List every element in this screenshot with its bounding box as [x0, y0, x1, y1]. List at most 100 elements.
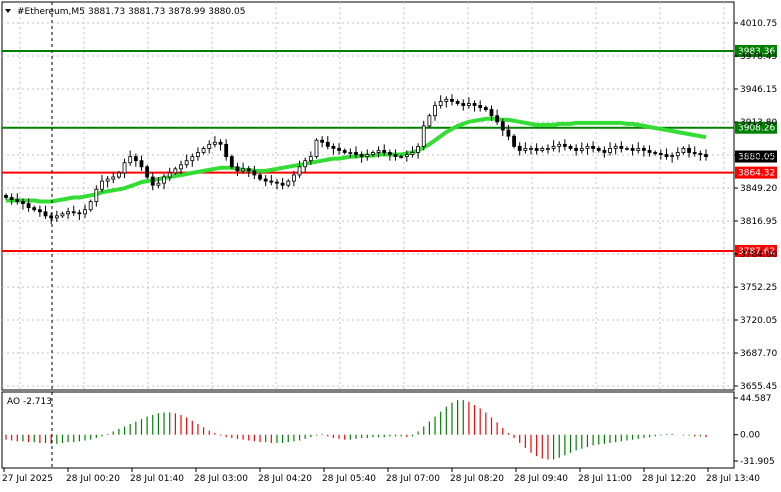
- candle-body: [438, 101, 443, 106]
- candle-body: [382, 150, 387, 153]
- candle-body: [393, 154, 398, 157]
- price-tick-label: 3720.05: [740, 316, 777, 326]
- candle-body: [444, 98, 449, 102]
- candle-body: [608, 148, 612, 153]
- time-tick-label: 28 Jul 13:40: [706, 474, 760, 484]
- candle-body: [207, 143, 212, 149]
- candle-body: [105, 178, 110, 182]
- ao-tick-label: -31.905: [740, 457, 775, 467]
- candle-body: [551, 145, 556, 149]
- candle-body: [354, 152, 358, 155]
- candle-body: [540, 148, 545, 151]
- candle-body: [150, 176, 155, 186]
- candle-body: [523, 148, 528, 151]
- ao-histogram: 44.587 0.00 -31.905: [5, 394, 775, 467]
- candle-body: [49, 215, 54, 219]
- candle-body: [692, 152, 697, 154]
- main-plot-frame: [1, 1, 735, 391]
- candle-body: [670, 155, 675, 157]
- level-price-label: 3983.36: [738, 47, 775, 57]
- candle-body: [433, 105, 437, 117]
- candle-body: [472, 103, 477, 106]
- candle-body: [348, 152, 353, 154]
- candle-body: [314, 139, 319, 157]
- candle-body: [359, 154, 364, 157]
- candle-body: [585, 145, 590, 149]
- candle-body: [500, 121, 505, 131]
- candle-body: [371, 152, 375, 155]
- candle-body: [574, 148, 579, 151]
- candle-body: [4, 195, 8, 198]
- candle-body: [410, 152, 415, 155]
- candle-body: [83, 209, 87, 215]
- candle-body: [653, 152, 658, 154]
- candle-body: [591, 145, 595, 149]
- candle-body: [658, 153, 663, 155]
- symbol-label: #Ethereum,M5: [17, 7, 85, 17]
- current-price-label: 3880.05: [738, 153, 775, 163]
- candle-body: [704, 154, 708, 157]
- candle-body: [698, 153, 703, 155]
- candle-body: [26, 203, 31, 209]
- candle-body: [15, 199, 20, 202]
- candle-body: [365, 154, 370, 157]
- candle-body: [483, 107, 488, 110]
- candle-body: [190, 156, 195, 162]
- ao-tick-label: 0.00: [740, 431, 760, 441]
- price-tick-label: 3881.50: [740, 151, 777, 161]
- candle-body: [167, 172, 172, 178]
- candle-body: [224, 143, 229, 157]
- candle-body: [241, 168, 245, 172]
- time-tick-label: 28 Jul 07:00: [386, 474, 440, 484]
- candle-body: [303, 160, 308, 168]
- level-price-tag: [735, 244, 777, 257]
- candle-body: [450, 98, 454, 102]
- candle-body: [179, 164, 183, 170]
- candle-body: [647, 150, 652, 153]
- candle-body: [275, 181, 279, 184]
- candle-body: [404, 154, 409, 157]
- candle-body: [258, 174, 262, 180]
- price-axis: 4010.75 3978.45 3946.15 3913.80 3881.50 3849.…: [734, 19, 777, 392]
- candle-body: [342, 150, 347, 153]
- candle-body: [9, 197, 14, 200]
- candle-body: [596, 148, 601, 151]
- candle-body: [331, 145, 336, 149]
- candle-body: [286, 180, 291, 186]
- candle-body: [66, 211, 70, 215]
- time-tick-label: 28 Jul 11:00: [578, 474, 632, 484]
- candle-body: [117, 172, 121, 178]
- candle-body: [196, 152, 200, 157]
- candle-body: [517, 145, 522, 151]
- candle-body: [94, 188, 99, 202]
- candle-body: [562, 143, 567, 147]
- candle-body: [421, 125, 426, 147]
- price-tick-label: 3913.80: [740, 118, 777, 128]
- candle-body: [625, 148, 629, 150]
- candle-body: [308, 156, 313, 162]
- price-tick-label: 3784.60: [740, 250, 777, 260]
- candle-body: [43, 211, 48, 217]
- candle-body: [489, 109, 494, 117]
- time-axis: 27 Jul 2025 28 Jul 00:20 28 Jul 01:40 28 Ju…: [2, 468, 760, 484]
- candle-body: [642, 148, 646, 151]
- candle-body: [557, 143, 562, 147]
- time-tick-label: 28 Jul 09:40: [514, 474, 568, 484]
- candle-body: [71, 211, 76, 214]
- candle-body: [280, 182, 285, 186]
- candle-body: [77, 212, 82, 215]
- ao-tick-label: 44.587: [740, 394, 772, 404]
- price-tick-label: 3752.25: [740, 283, 777, 293]
- candle-body: [455, 101, 460, 104]
- candle-body: [568, 145, 573, 149]
- candle-body: [246, 168, 251, 172]
- level-price-tag: [735, 44, 777, 57]
- dropdown-arrow-icon[interactable]: [5, 9, 11, 13]
- candle-body: [54, 215, 59, 219]
- candle-body: [579, 148, 584, 151]
- ao-plot-frame: [1, 391, 735, 469]
- candle-body: [467, 103, 471, 106]
- candle-body: [478, 105, 483, 108]
- candle-body: [602, 150, 607, 153]
